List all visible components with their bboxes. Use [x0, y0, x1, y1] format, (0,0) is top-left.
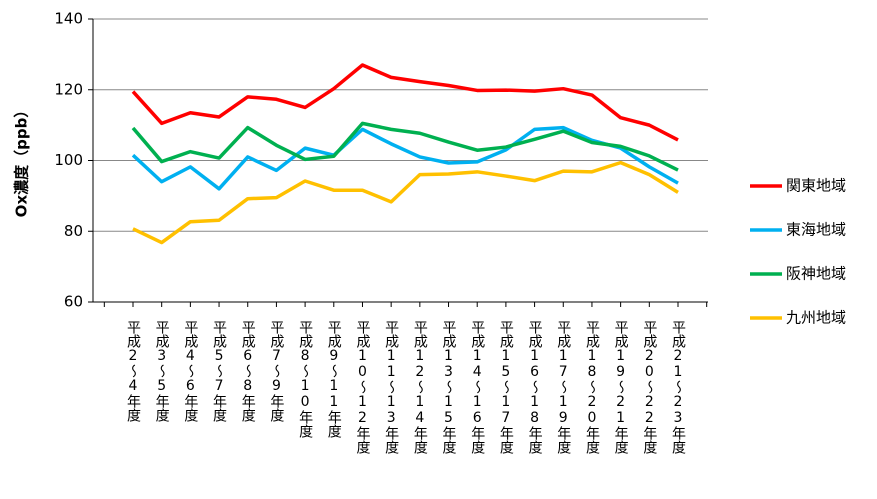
x-tick-label: 平成9～11年度 — [326, 320, 342, 438]
x-tick-label: 平成20～22年度 — [641, 320, 657, 454]
y-tick-label: 120 — [54, 80, 83, 98]
y-tick-label: 140 — [54, 10, 83, 28]
x-tick-label: 平成4～6年度 — [182, 320, 198, 422]
series-line — [131, 63, 679, 142]
x-tick-label: 平成8～10年度 — [297, 320, 313, 438]
x-tick-label: 平成3～5年度 — [154, 320, 170, 422]
series-line — [131, 121, 679, 172]
legend-label: 東海地域 — [786, 221, 846, 239]
series-line — [132, 160, 679, 245]
y-tick-label: 100 — [54, 151, 83, 169]
x-tick-label: 平成12～14年度 — [412, 320, 428, 454]
legend-label: 阪神地域 — [786, 265, 846, 283]
x-tick-label: 平成2～4年度 — [125, 320, 141, 422]
x-tick-label: 平成11～13年度 — [383, 320, 399, 454]
x-tick-label: 平成10～12年度 — [354, 320, 370, 454]
x-tick-label: 平成5～7年度 — [211, 320, 227, 422]
x-tick-label: 平成6～8年度 — [240, 320, 256, 422]
x-tick-label: 平成14～16年度 — [469, 320, 485, 454]
y-axis-label: Ox濃度（ppb） — [13, 103, 31, 218]
x-tick-label: 平成19～21年度 — [613, 320, 629, 454]
x-tick-label: 平成17～19年度 — [555, 320, 571, 454]
x-tick-label: 平成13～15年度 — [441, 320, 457, 454]
x-tick-label: 平成15～17年度 — [498, 320, 514, 454]
y-tick-label: 80 — [64, 222, 83, 240]
legend-label: 九州地域 — [786, 309, 846, 327]
y-tick-label: 60 — [64, 293, 83, 311]
x-tick-label: 平成7～9年度 — [268, 320, 284, 422]
legend-label: 関東地域 — [786, 177, 846, 195]
x-tick-label: 平成16～18年度 — [527, 320, 543, 454]
x-tick-label: 平成18～20年度 — [584, 320, 600, 454]
series-line — [131, 125, 679, 191]
x-tick-label: 平成21～23年度 — [670, 320, 686, 454]
